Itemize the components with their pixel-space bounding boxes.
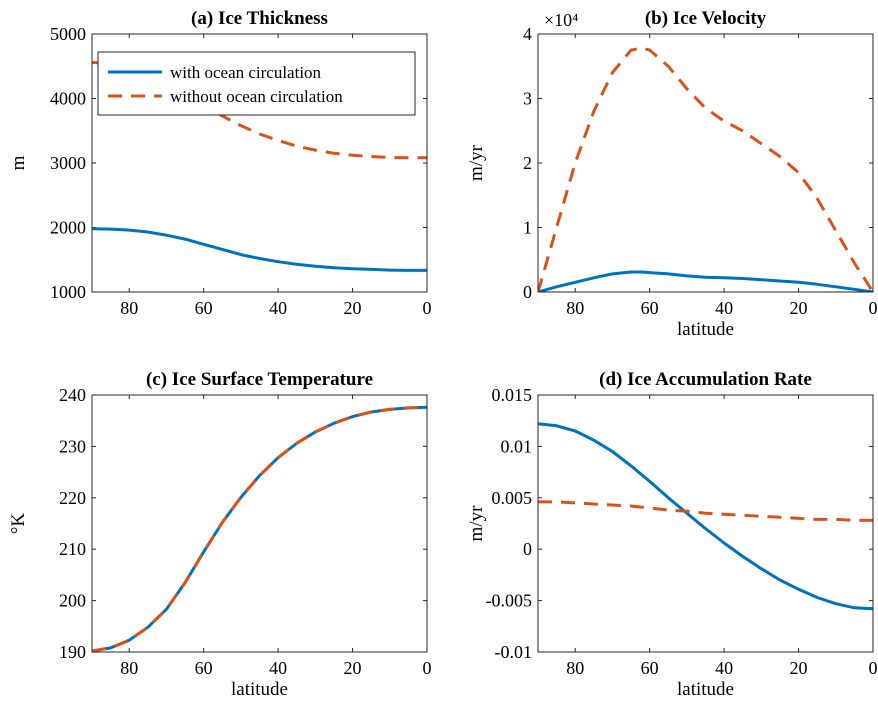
y-tick-label: 0.005 — [492, 488, 533, 508]
axes-frame — [537, 33, 874, 293]
series-line-without-ocean — [538, 46, 873, 292]
series-line-with-ocean — [538, 422, 873, 611]
y-tick-label: 0 — [523, 282, 532, 302]
y-tick-label: 0.01 — [501, 436, 533, 456]
x-axis-label: latitude — [677, 679, 734, 700]
x-tick-label: 60 — [195, 658, 213, 678]
panel-d: 80 60 40 20 0 -0.01 -0.005 0 0.005 0.01 0.015 (d) I… — [466, 369, 878, 700]
series-line-with-ocean — [538, 270, 873, 292]
plot-area — [92, 395, 427, 652]
series-line-without-ocean — [538, 500, 873, 522]
chart-title: (b) Ice Velocity — [645, 8, 767, 29]
y-tick-label: 1000 — [50, 282, 86, 302]
x-tick-label: 20 — [790, 658, 808, 678]
x-tick-label: 20 — [344, 658, 362, 678]
y-axis-label: °K — [8, 513, 29, 535]
x-tick-label: 60 — [195, 298, 213, 318]
y-tick-label: 4000 — [50, 89, 86, 109]
series-group — [538, 46, 873, 292]
y-tick-label: 220 — [59, 488, 86, 508]
x-tick-label: 60 — [641, 658, 659, 678]
series-line-with-ocean — [92, 227, 427, 272]
y-tick-label: 210 — [59, 539, 86, 559]
y-tick-label: 240 — [59, 385, 86, 405]
x-tick-label: 60 — [641, 298, 659, 318]
x-tick-label: 80 — [120, 298, 138, 318]
y-tick-label: -0.005 — [486, 591, 533, 611]
y-tick-label: 230 — [59, 436, 86, 456]
x-tick-label: 0 — [869, 658, 878, 678]
y-tick-label: 190 — [59, 642, 86, 662]
legend-box — [97, 51, 416, 116]
y-axis-label: m/yr — [466, 144, 487, 181]
axes-frame — [91, 33, 428, 293]
plot-area — [538, 395, 873, 652]
series-line-without-ocean — [92, 405, 427, 652]
chart-title: (d) Ice Accumulation Rate — [599, 369, 812, 390]
exponent-label: ×10⁴ — [544, 10, 578, 30]
y-tick-label: -0.01 — [495, 642, 533, 662]
plot-area — [538, 34, 873, 292]
x-tick-label: 20 — [344, 298, 362, 318]
x-axis-label: latitude — [231, 679, 288, 700]
axes-frame — [91, 394, 428, 653]
legend: with ocean circulation without ocean circ… — [97, 51, 416, 116]
legend-label: with ocean circulation — [170, 63, 322, 82]
y-tick-label: 4 — [523, 24, 532, 44]
x-tick-label: 80 — [120, 658, 138, 678]
y-axis-label: m/yr — [466, 505, 487, 542]
x-axis-label: latitude — [677, 319, 734, 340]
x-tick-label: 80 — [566, 658, 584, 678]
x-tick-label: 0 — [423, 298, 432, 318]
x-tick-label: 0 — [423, 658, 432, 678]
legend-label: without ocean circulation — [170, 87, 343, 106]
y-tick-label: 0 — [523, 539, 532, 559]
y-tick-label: 3000 — [50, 153, 86, 173]
x-tick-label: 40 — [715, 658, 733, 678]
x-tick-label: 80 — [566, 298, 584, 318]
y-axis-label: m — [8, 155, 29, 170]
series-group — [538, 422, 873, 611]
chart-title: (a) Ice Thickness — [191, 8, 328, 29]
x-tick-label: 0 — [869, 298, 878, 318]
y-tick-label: 3 — [523, 89, 532, 109]
y-tick-label: 2000 — [50, 218, 86, 238]
x-tick-label: 40 — [715, 298, 733, 318]
y-tick-label: 1 — [523, 218, 532, 238]
x-tick-label: 20 — [790, 298, 808, 318]
panel-b: 80 60 40 20 0 0 1 2 3 4 (b) Ice Velocity latitude m/… — [466, 8, 878, 340]
axes-frame — [537, 394, 874, 653]
y-tick-label: 0.015 — [492, 385, 533, 405]
x-tick-label: 40 — [269, 658, 287, 678]
y-tick-label: 2 — [523, 153, 532, 173]
chart-title: (c) Ice Surface Temperature — [146, 369, 373, 390]
series-group — [92, 405, 427, 652]
x-tick-label: 40 — [269, 298, 287, 318]
y-tick-label: 5000 — [50, 24, 86, 44]
y-tick-label: 200 — [59, 591, 86, 611]
